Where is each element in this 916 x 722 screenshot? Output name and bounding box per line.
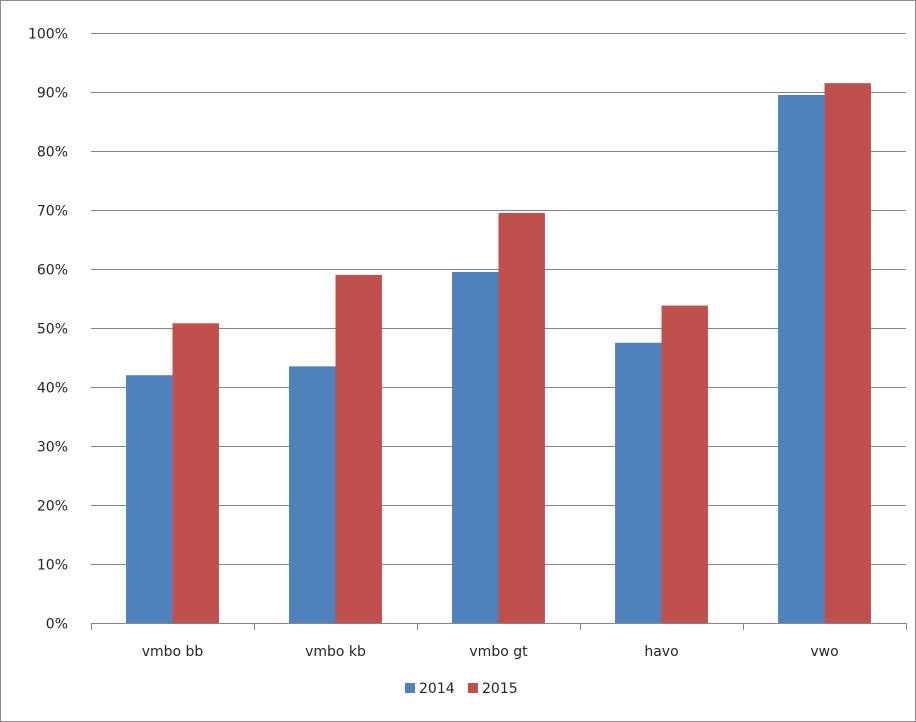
- bar-2015-havo: [661, 305, 708, 623]
- y-tick-label: 40%: [37, 381, 68, 397]
- y-tick-label: 10%: [37, 558, 68, 574]
- x-axis-tick-labels: vmbo bb vmbo kb vmbo gt havo vwo: [142, 644, 839, 660]
- bar-2015-vmbo-kb: [335, 274, 382, 623]
- x-tick-label: vmbo bb: [142, 644, 204, 660]
- x-tick-label: vwo: [810, 644, 838, 660]
- bars: [126, 83, 871, 623]
- legend-swatch-2015: [468, 683, 478, 693]
- y-tick-label: 50%: [37, 322, 68, 338]
- bar-2014-vmbo-gt: [452, 271, 499, 623]
- y-tick-label: 0%: [46, 617, 68, 633]
- bar-2015-vmbo-gt: [498, 212, 545, 623]
- y-tick-label: 100%: [28, 27, 68, 43]
- y-tick-label: 80%: [37, 145, 68, 161]
- x-tick-label: havo: [644, 644, 678, 660]
- legend-swatch-2014: [405, 683, 415, 693]
- x-tick-label: vmbo kb: [305, 644, 366, 660]
- bar-2015-vmbo-bb: [172, 323, 219, 623]
- bar-2014-vwo: [778, 94, 825, 623]
- y-tick-label: 20%: [37, 499, 68, 515]
- y-axis-tick-labels: 0% 10% 20% 30% 40% 50% 60% 70% 80% 90% 100%: [28, 27, 68, 633]
- bar-2014-vmbo-bb: [126, 375, 173, 623]
- y-tick-label: 60%: [37, 263, 68, 279]
- y-tick-label: 30%: [37, 440, 68, 456]
- bar-2014-havo: [615, 342, 662, 623]
- x-tick-label: vmbo gt: [469, 644, 528, 660]
- bar-2015-vwo: [824, 83, 871, 623]
- y-tick-label: 90%: [37, 86, 68, 102]
- bar-2014-vmbo-kb: [289, 366, 336, 623]
- y-tick-label: 70%: [37, 204, 68, 220]
- legend: 2014 2015: [405, 681, 518, 697]
- x-axis: [91, 623, 907, 630]
- legend-label-2015: 2015: [482, 681, 518, 697]
- legend-label-2014: 2014: [419, 681, 455, 697]
